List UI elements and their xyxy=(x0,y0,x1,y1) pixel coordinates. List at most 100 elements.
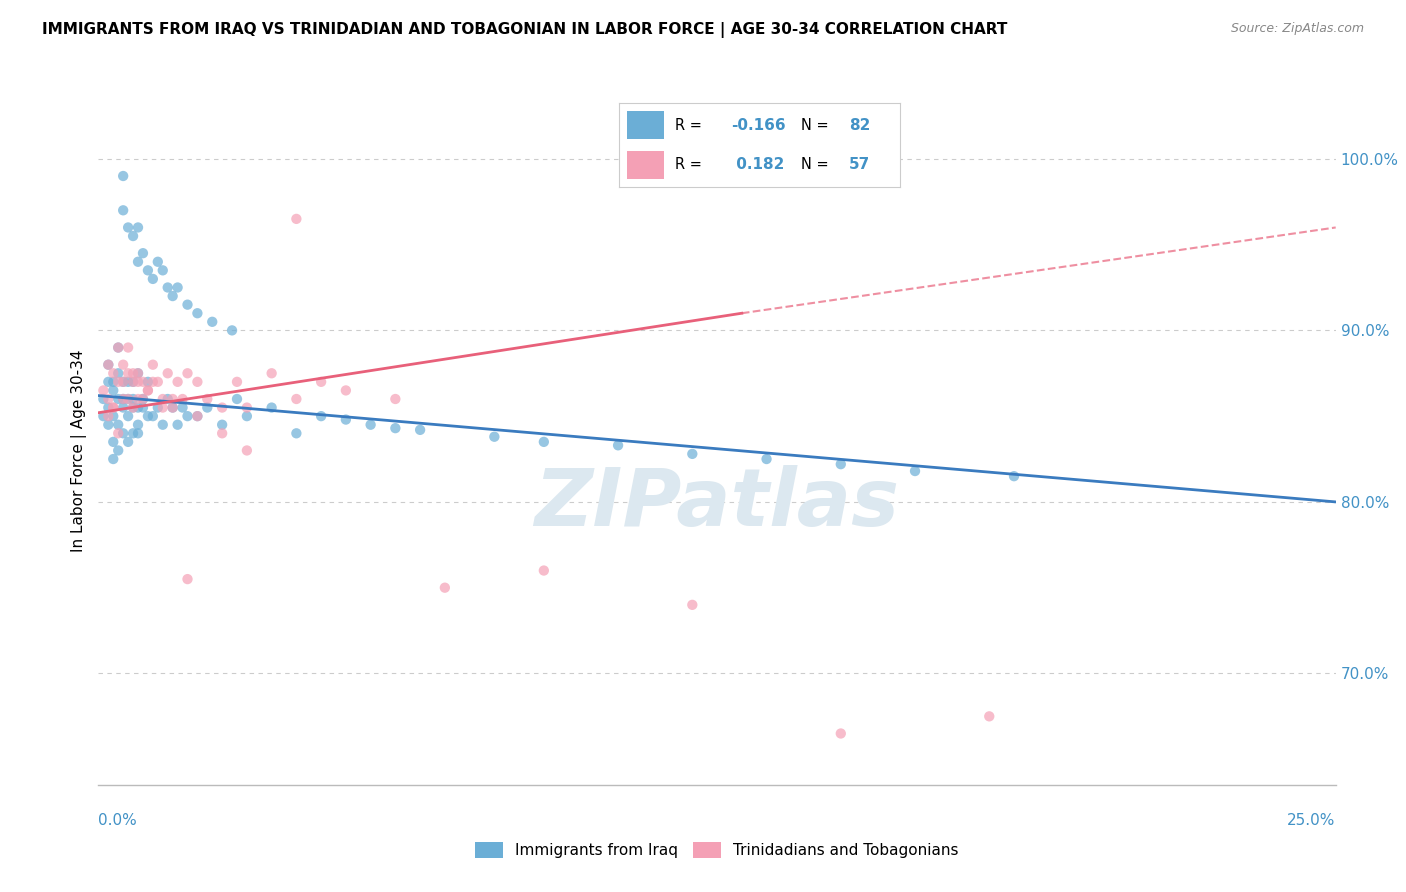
Point xyxy=(136,263,159,277)
Point xyxy=(107,392,129,406)
Point xyxy=(221,323,243,337)
Point xyxy=(132,401,155,415)
Point xyxy=(103,434,125,449)
Point xyxy=(103,452,125,467)
Point xyxy=(904,464,927,478)
Point xyxy=(152,417,174,432)
Point xyxy=(1002,469,1025,483)
Point xyxy=(156,280,179,294)
Text: 0.0%: 0.0% xyxy=(98,814,138,828)
Point xyxy=(195,392,218,406)
Point xyxy=(681,598,703,612)
Text: 57: 57 xyxy=(849,157,870,172)
Point xyxy=(107,341,129,355)
Point xyxy=(136,375,159,389)
Point xyxy=(136,384,159,398)
Point xyxy=(117,375,139,389)
Point xyxy=(211,426,233,441)
Point xyxy=(122,426,145,441)
Text: Source: ZipAtlas.com: Source: ZipAtlas.com xyxy=(1230,22,1364,36)
Point xyxy=(117,392,139,406)
Point xyxy=(127,366,149,380)
Point xyxy=(162,289,184,303)
Point xyxy=(142,409,165,424)
Point xyxy=(112,392,135,406)
Point xyxy=(127,417,149,432)
Point xyxy=(146,254,169,268)
Point xyxy=(236,409,259,424)
Text: 82: 82 xyxy=(849,118,870,133)
Point xyxy=(309,375,332,389)
Bar xyxy=(627,111,664,139)
Point xyxy=(830,726,852,740)
Point xyxy=(162,401,184,415)
Point xyxy=(156,366,179,380)
Point xyxy=(127,220,149,235)
Point xyxy=(93,392,115,406)
Point xyxy=(186,375,208,389)
Point xyxy=(103,366,125,380)
Point xyxy=(830,457,852,471)
Point xyxy=(127,401,149,415)
Point xyxy=(142,272,165,286)
Point xyxy=(484,430,506,444)
Text: N =: N = xyxy=(801,118,830,133)
Point xyxy=(117,366,139,380)
Point xyxy=(93,384,115,398)
Point xyxy=(360,417,382,432)
Point xyxy=(122,401,145,415)
Point xyxy=(103,384,125,398)
Text: R =: R = xyxy=(675,157,702,172)
Point xyxy=(97,375,120,389)
Point xyxy=(122,229,145,244)
Point xyxy=(93,409,115,424)
Point xyxy=(127,375,149,389)
Point xyxy=(433,581,456,595)
Point xyxy=(117,220,139,235)
Point xyxy=(117,409,139,424)
Point xyxy=(122,366,145,380)
Point xyxy=(146,375,169,389)
Point xyxy=(152,263,174,277)
Point xyxy=(166,375,188,389)
Point xyxy=(384,421,406,435)
Point xyxy=(186,306,208,320)
Y-axis label: In Labor Force | Age 30-34: In Labor Force | Age 30-34 xyxy=(72,349,87,552)
Point xyxy=(97,392,120,406)
Point xyxy=(285,211,308,226)
Point xyxy=(127,426,149,441)
Point xyxy=(97,417,120,432)
Point xyxy=(409,423,432,437)
Point xyxy=(162,401,184,415)
Point xyxy=(285,392,308,406)
Point xyxy=(112,169,135,183)
Point xyxy=(162,392,184,406)
Point xyxy=(132,392,155,406)
Point xyxy=(285,426,308,441)
Point xyxy=(103,409,125,424)
Point xyxy=(117,392,139,406)
Point xyxy=(146,401,169,415)
Point xyxy=(226,375,249,389)
Point xyxy=(142,358,165,372)
Point xyxy=(211,401,233,415)
Point xyxy=(112,426,135,441)
Point xyxy=(176,366,198,380)
Point xyxy=(335,412,357,426)
Point xyxy=(127,366,149,380)
Point xyxy=(176,409,198,424)
Point xyxy=(112,203,135,218)
Text: IMMIGRANTS FROM IRAQ VS TRINIDADIAN AND TOBAGONIAN IN LABOR FORCE | AGE 30-34 CO: IMMIGRANTS FROM IRAQ VS TRINIDADIAN AND … xyxy=(42,22,1008,38)
Point xyxy=(132,392,155,406)
Point xyxy=(103,401,125,415)
Text: ZIPatlas: ZIPatlas xyxy=(534,465,900,543)
Text: R =: R = xyxy=(675,118,702,133)
Point xyxy=(201,315,224,329)
Point xyxy=(107,417,129,432)
Point xyxy=(236,401,259,415)
Point xyxy=(533,564,555,578)
Point xyxy=(112,375,135,389)
Point xyxy=(211,417,233,432)
Point xyxy=(136,384,159,398)
Point xyxy=(132,375,155,389)
